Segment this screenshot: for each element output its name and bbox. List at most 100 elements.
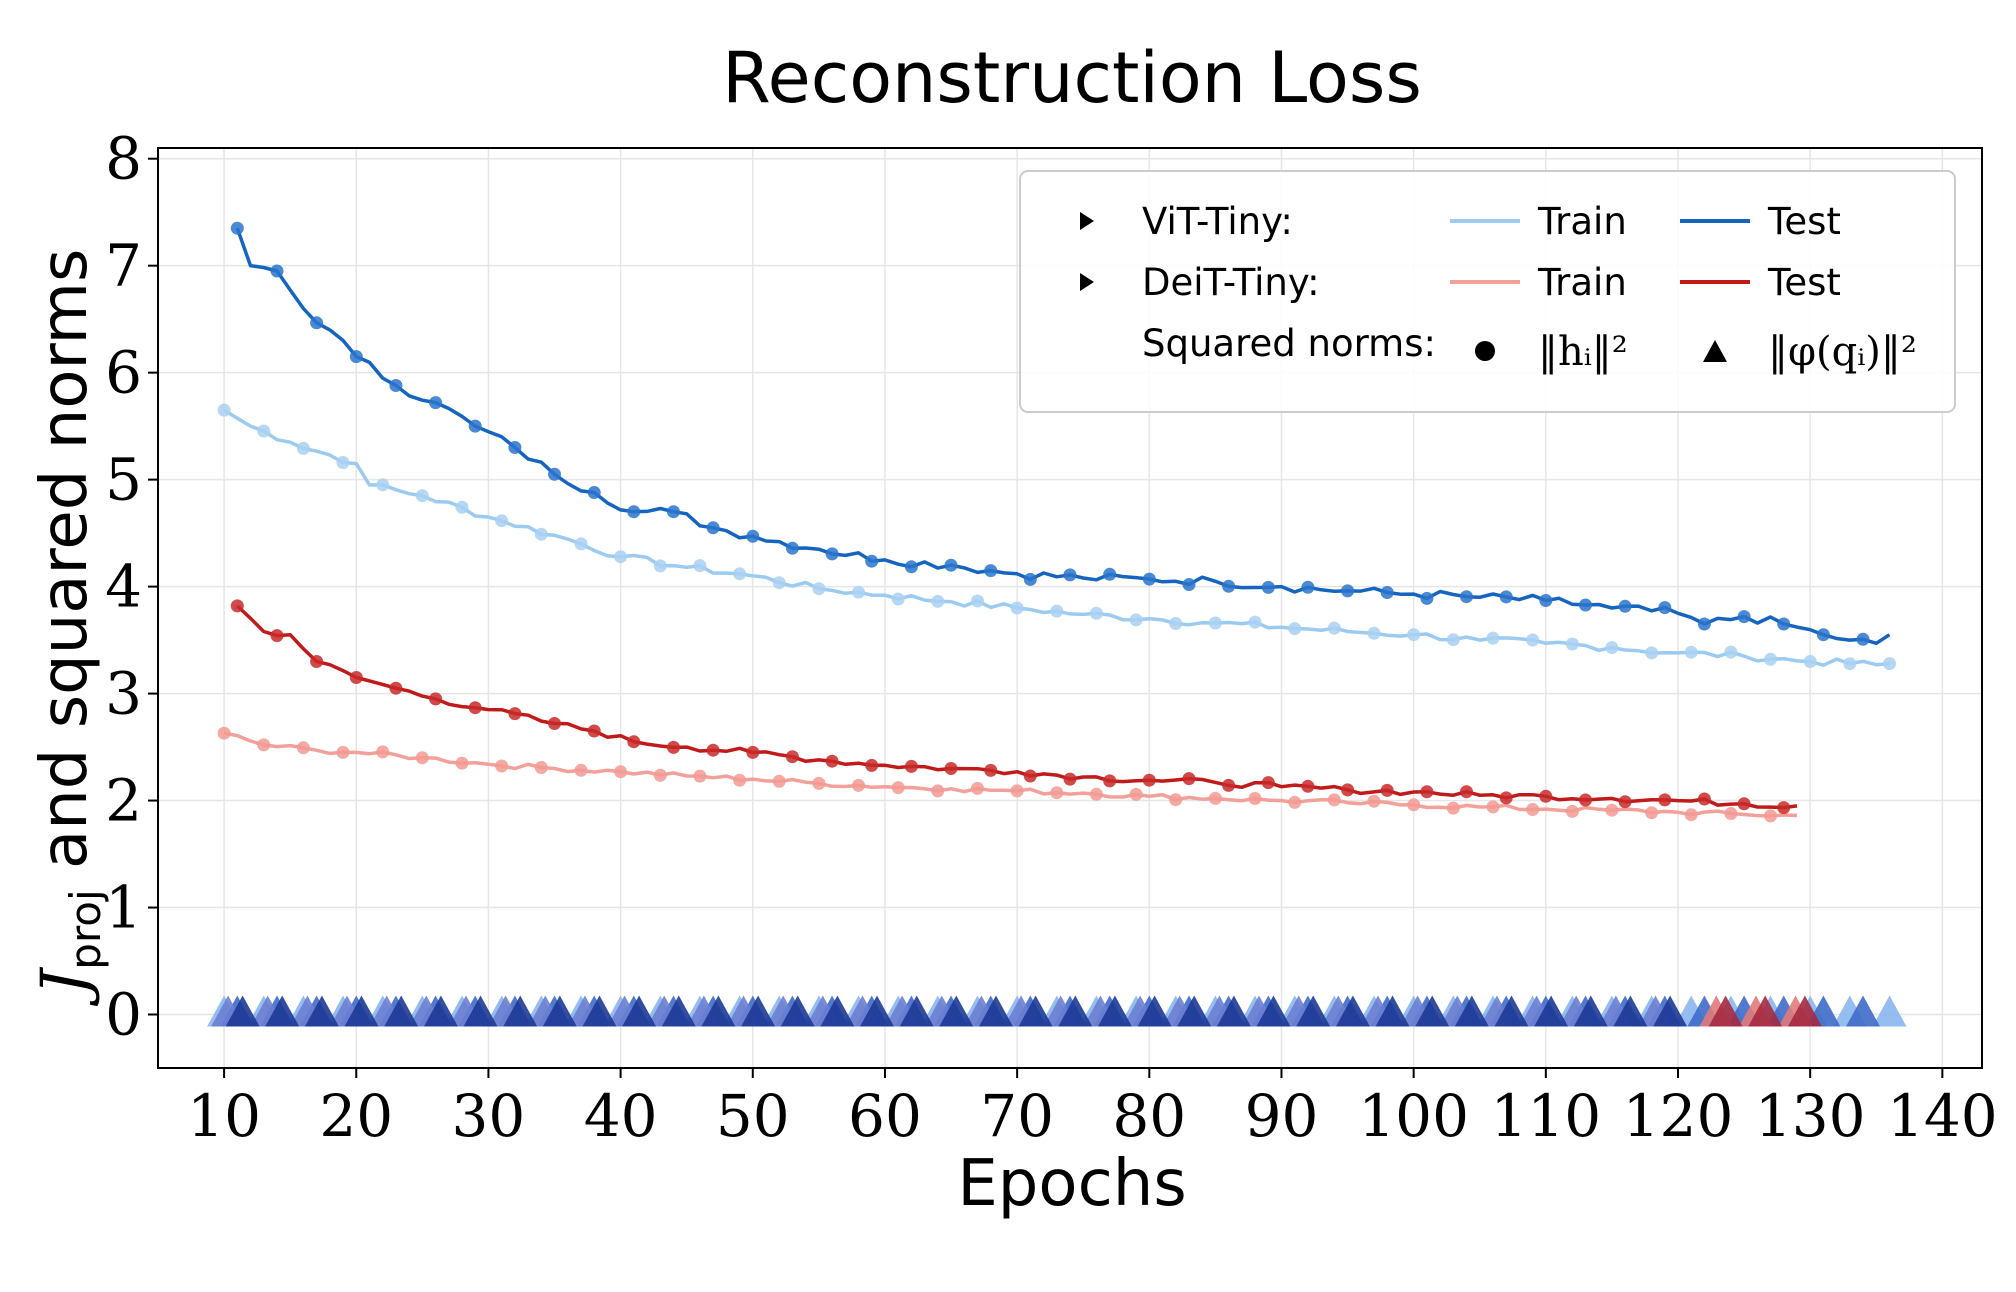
data-point	[1129, 613, 1143, 627]
data-point	[1248, 615, 1262, 629]
data-point	[931, 784, 945, 798]
legend-phi-norm-label: ‖φ(qᵢ)‖²	[1768, 329, 1917, 375]
data-point	[1526, 803, 1540, 816]
data-point	[217, 726, 231, 740]
data-point	[1803, 655, 1817, 668]
data-point	[1089, 787, 1103, 801]
triangle-marker	[225, 995, 260, 1027]
triangle-marker	[780, 995, 815, 1027]
triangle-marker	[741, 995, 776, 1027]
data-point	[746, 745, 760, 759]
data-point	[614, 550, 628, 564]
data-point	[1208, 616, 1222, 630]
data-point	[336, 456, 350, 469]
data-point	[1764, 652, 1777, 666]
triangle-marker	[1846, 995, 1880, 1027]
data-point	[1103, 567, 1117, 581]
data-point	[495, 514, 509, 528]
data-point	[1407, 628, 1421, 642]
data-point	[944, 762, 958, 775]
legend-row3-label: Squared norms:	[1142, 322, 1436, 365]
data-point	[627, 735, 641, 749]
data-point	[971, 781, 984, 795]
data-point	[1050, 604, 1064, 618]
data-point	[1142, 572, 1156, 586]
data-point	[971, 594, 984, 608]
data-point	[984, 763, 998, 777]
data-point	[1526, 633, 1540, 647]
y-tick-label: 2	[105, 767, 142, 835]
data-point	[270, 264, 284, 278]
y-tick-label: 8	[105, 125, 142, 193]
data-point	[1182, 772, 1196, 786]
data-point	[627, 505, 641, 519]
triangle-marker	[1653, 995, 1688, 1027]
data-point	[1777, 617, 1791, 631]
triangle-marker	[1573, 995, 1608, 1027]
data-point	[706, 521, 720, 535]
triangle-marker	[1018, 995, 1053, 1027]
data-point	[1684, 645, 1698, 659]
data-point	[1565, 804, 1579, 818]
data-point	[217, 403, 231, 417]
legend-arrow-icon	[1080, 212, 1094, 230]
triangle-series	[1708, 995, 1822, 1027]
data-point	[1724, 807, 1738, 820]
svg-text:Jproj and squared norms: Jproj and squared norms	[28, 249, 110, 1007]
y-axis-label-main: J	[28, 966, 102, 1006]
y-tick-label: 5	[105, 446, 142, 514]
triangle-marker	[542, 995, 577, 1027]
triangle-marker	[1137, 995, 1172, 1027]
data-point	[1446, 801, 1460, 815]
data-point	[667, 505, 680, 519]
data-point	[772, 576, 786, 590]
series-line	[223, 408, 1890, 667]
data-point	[1565, 637, 1579, 651]
data-point	[1023, 572, 1037, 586]
data-point	[1129, 787, 1143, 801]
data-point	[1697, 792, 1711, 806]
data-point	[1288, 795, 1302, 809]
data-point	[1539, 789, 1553, 803]
data-point	[1460, 785, 1473, 799]
data-point	[1222, 579, 1236, 593]
data-point	[812, 776, 826, 790]
data-point	[1420, 785, 1434, 799]
legend-row1-label: ViT-Tiny:	[1142, 200, 1293, 243]
series-vit-tiny-train	[217, 403, 1896, 671]
data-point	[733, 567, 747, 581]
data-point	[1486, 800, 1500, 814]
triangle-marker	[860, 995, 894, 1027]
data-point	[904, 759, 918, 773]
data-point	[1579, 793, 1592, 807]
triangle-marker	[384, 995, 419, 1027]
data-point	[1658, 793, 1672, 807]
data-point	[587, 724, 601, 738]
data-point	[1446, 633, 1460, 647]
data-point	[1460, 590, 1473, 604]
triangle-marker	[582, 995, 617, 1027]
data-point	[1816, 628, 1830, 642]
triangle-marker	[1613, 995, 1648, 1027]
chart-title: Reconstruction Loss	[722, 37, 1422, 119]
data-point	[270, 629, 284, 643]
data-point	[653, 559, 667, 573]
data-point	[548, 717, 561, 730]
data-point	[257, 738, 271, 752]
data-point	[785, 750, 799, 764]
data-point	[706, 743, 720, 757]
triangle-marker	[1415, 995, 1450, 1027]
data-point	[1341, 584, 1355, 598]
x-tick-label: 70	[980, 1082, 1054, 1150]
x-tick-label: 80	[1112, 1082, 1186, 1150]
y-axis-label-rest: and squared norms	[28, 249, 102, 890]
series-line	[236, 604, 1798, 810]
data-point	[455, 756, 469, 770]
data-point	[1499, 590, 1513, 604]
data-point	[1341, 783, 1355, 797]
data-point	[1327, 793, 1341, 807]
data-point	[1261, 580, 1275, 594]
data-point	[389, 681, 403, 695]
data-point	[1737, 610, 1751, 624]
data-point	[1182, 578, 1196, 591]
